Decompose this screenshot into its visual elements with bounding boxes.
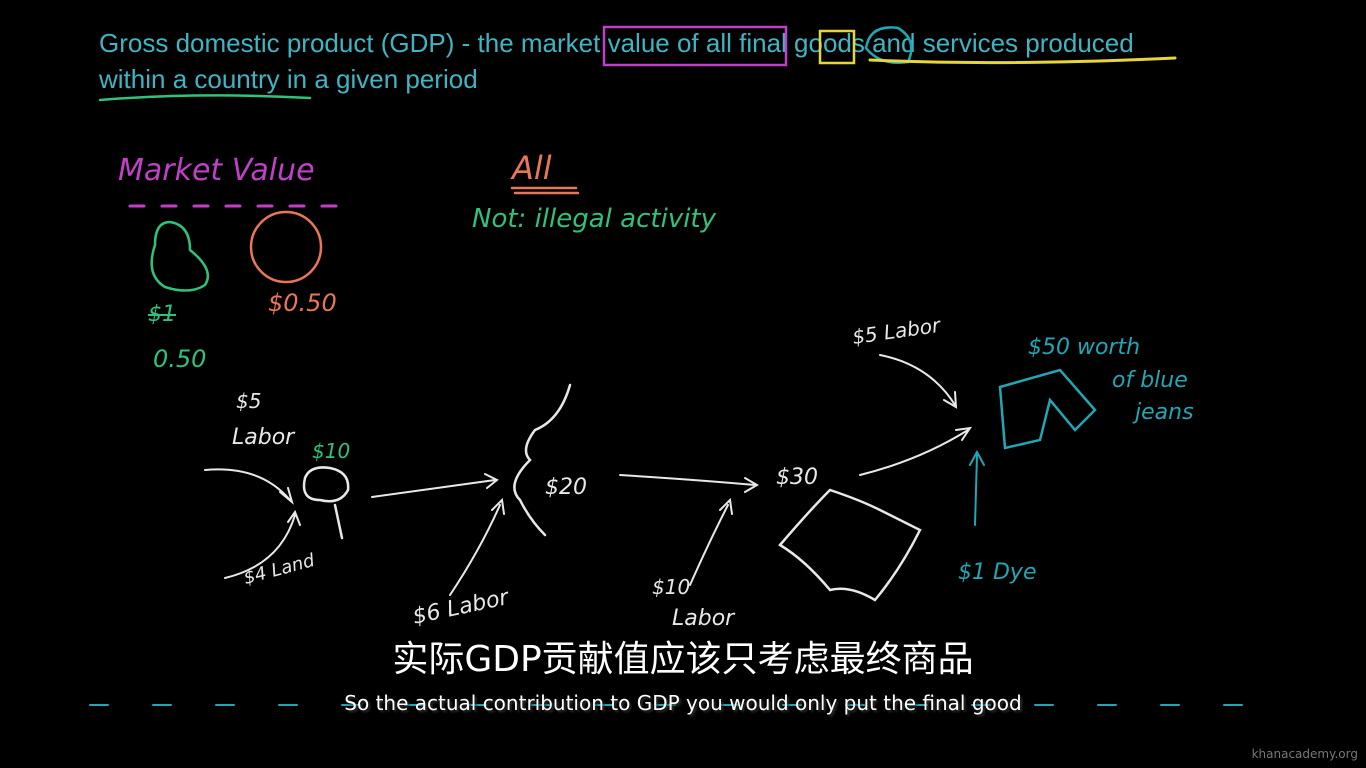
tree-value: $10 [312, 439, 351, 463]
gdp-definition-line1: Gross domestic product (GDP) - the marke… [99, 28, 1134, 58]
market-value-heading: Market Value [118, 153, 315, 188]
cotton-value: $20 [545, 475, 587, 500]
final-circle [864, 26, 913, 64]
fabric-icon [778, 488, 922, 602]
flow-arrows [204, 354, 985, 596]
labor-10-label: Labor [672, 606, 735, 631]
labor-5-value: $5 [236, 389, 262, 413]
labor-10-value: $10 [652, 575, 691, 599]
goods-underline [868, 56, 1177, 65]
jeans-label-2: jeans [1135, 400, 1194, 425]
labor-5-label: Labor [232, 425, 295, 450]
fabric-value: $30 [776, 465, 818, 490]
jeans-value: $50 worth [1028, 335, 1141, 360]
jeans-icon [998, 368, 1097, 450]
subtitle-chinese: 实际GDP贡献值应该只考虑最终商品 [392, 639, 974, 680]
pear-price-old: $1 [148, 302, 176, 327]
tree-icon [302, 466, 350, 540]
all-highlight-box [818, 29, 856, 65]
gdp-definition-line2: within a country in a given period [99, 64, 478, 94]
orange-icon [249, 210, 323, 284]
not-illegal-note: Not: illegal activity [472, 204, 717, 234]
pear-price-new: 0.50 [153, 345, 207, 373]
jeans-label-1: of blue [1112, 368, 1188, 393]
subtitle-english: So the actual contribution to GDP you wo… [344, 691, 1022, 715]
market-value-highlight-box [602, 25, 788, 67]
watermark: khanacademy.org [1251, 747, 1358, 761]
pear-icon [150, 220, 210, 292]
orange-price: $0.50 [268, 289, 337, 317]
cotton-squiggle [513, 383, 572, 537]
dye-value: $1 Dye [958, 560, 1037, 585]
all-heading: All [512, 149, 552, 187]
all-underline [510, 186, 580, 195]
country-underline [98, 94, 312, 102]
